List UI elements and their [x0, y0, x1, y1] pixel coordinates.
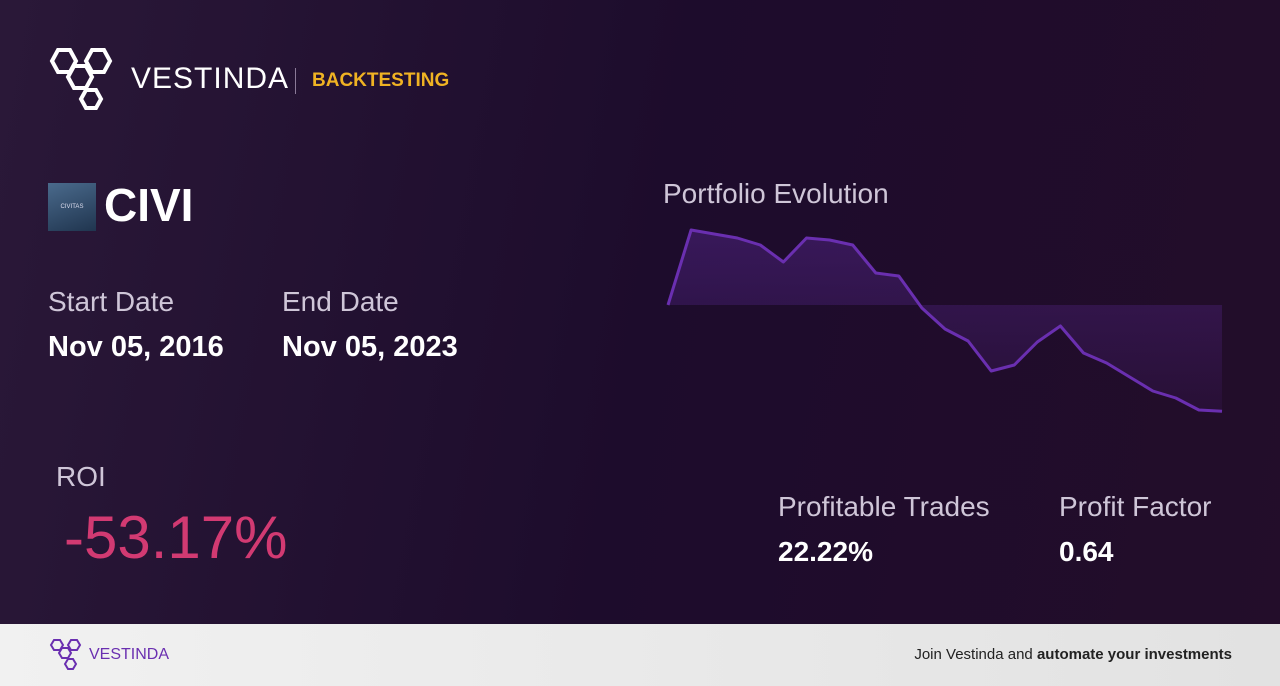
cta: Join Vestinda and automate your investme…	[914, 646, 1232, 663]
divider	[295, 68, 296, 94]
logo-icon	[49, 48, 113, 110]
section: BACKTESTING	[312, 70, 450, 91]
chart-title: Portfolio Evolution	[663, 178, 889, 209]
ticker-logo: CIVITAS	[48, 183, 96, 231]
footer-brand: VESTINDA	[89, 646, 170, 663]
end-value: Nov 05, 2023	[282, 331, 458, 363]
end-label: End Date	[282, 286, 399, 317]
stat-label: Profitable Trades	[778, 491, 990, 522]
stat-label: Profit Factor	[1059, 491, 1212, 522]
start-value: Nov 05, 2016	[48, 331, 224, 363]
stat-value: 0.64	[1059, 536, 1114, 567]
start-label: Start Date	[48, 286, 175, 317]
cta-plain: Join Vestinda and	[914, 646, 1033, 663]
roi-value: -53.17%	[64, 504, 288, 571]
brand: VESTINDA	[131, 62, 290, 95]
cta-bold: automate your investments	[1036, 646, 1232, 663]
ticker: CIVI	[104, 179, 194, 231]
stat-value: 22.22%	[778, 536, 873, 567]
roi-label: ROI	[56, 461, 106, 492]
area	[668, 230, 1222, 412]
sparkline	[666, 228, 1223, 413]
footer-logo	[49, 639, 82, 670]
line	[666, 228, 1223, 413]
footer: VESTINDA Join Vestinda and automate your…	[0, 624, 1280, 686]
